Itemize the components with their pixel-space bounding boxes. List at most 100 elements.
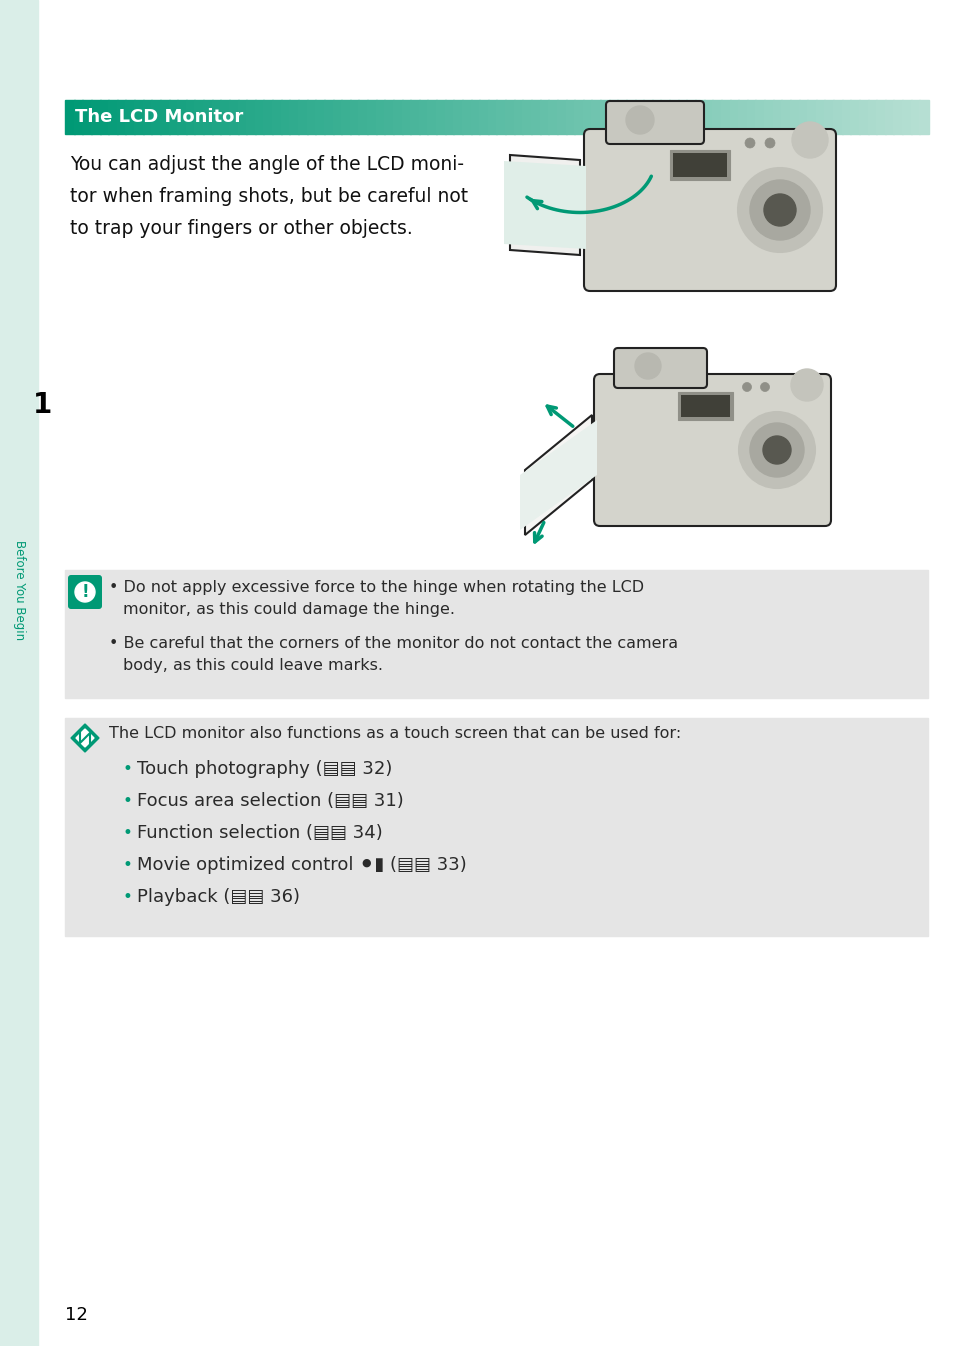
Bar [314,100,325,135]
Text: monitor, as this could damage the hinge.: monitor, as this could damage the hinge. [123,602,455,616]
Circle shape [762,436,790,464]
Polygon shape [510,155,579,254]
FancyBboxPatch shape [614,349,706,388]
Bar [617,100,626,135]
Bar [496,100,506,135]
Bar [91,100,100,135]
Bar [280,100,290,135]
Bar [625,100,635,135]
Bar [229,100,238,135]
Bar [669,149,729,180]
Bar [393,100,402,135]
Text: •: • [123,824,132,843]
Text: Focus area selection (▤▤ 31): Focus area selection (▤▤ 31) [137,791,403,810]
Circle shape [749,180,809,240]
Bar [806,100,816,135]
Bar [73,100,83,135]
Bar [574,100,583,135]
Text: •: • [123,856,132,874]
Circle shape [75,581,95,602]
Circle shape [635,353,660,380]
Bar [642,100,652,135]
Bar [220,100,230,135]
Bar [678,392,732,420]
Bar [116,100,127,135]
Bar [237,100,247,135]
Bar [815,100,824,135]
Bar [297,100,307,135]
Bar [306,100,316,135]
Bar [410,100,419,135]
Bar [677,100,687,135]
Bar [823,100,833,135]
Text: !: ! [81,583,89,602]
Bar [487,100,497,135]
Text: The LCD Monitor: The LCD Monitor [75,108,243,127]
Text: Movie optimized control ⚫▮ (▤▤ 33): Movie optimized control ⚫▮ (▤▤ 33) [137,856,466,874]
Bar [99,100,109,135]
Bar [548,100,558,135]
Bar [263,100,273,135]
Text: 1: 1 [33,390,52,419]
Bar [470,100,479,135]
Text: •: • [123,791,132,810]
Bar [143,100,152,135]
Bar [65,100,74,135]
Bar [539,100,549,135]
Bar [772,100,781,135]
Bar [152,100,161,135]
Bar [436,100,445,135]
Bar [427,100,436,135]
Text: tor when framing shots, but be careful not: tor when framing shots, but be careful n… [70,187,468,206]
Bar [557,100,566,135]
Bar [461,100,471,135]
Polygon shape [71,724,99,752]
Bar [668,100,678,135]
Bar [651,100,660,135]
Bar [333,100,342,135]
Bar [910,100,920,135]
Bar [858,100,867,135]
Bar [672,153,726,178]
Bar [169,100,178,135]
Circle shape [738,168,821,252]
Bar [685,100,696,135]
Bar [875,100,885,135]
Bar [418,100,428,135]
Bar [289,100,298,135]
Circle shape [741,382,751,392]
Bar [841,100,850,135]
Circle shape [763,194,795,226]
Bar [720,100,730,135]
FancyBboxPatch shape [583,129,835,291]
Text: Touch photography (▤▤ 32): Touch photography (▤▤ 32) [137,760,392,778]
Bar [453,100,462,135]
Bar [367,100,376,135]
Circle shape [625,106,654,135]
Bar [65,569,927,699]
Bar [246,100,255,135]
Circle shape [764,139,774,148]
Bar [82,100,91,135]
Bar [444,100,454,135]
Bar [849,100,859,135]
Text: You can adjust the angle of the LCD moni-: You can adjust the angle of the LCD moni… [70,155,463,174]
Bar [582,100,592,135]
Bar [738,100,747,135]
Bar [591,100,600,135]
Text: The LCD monitor also functions as a touch screen that can be used for:: The LCD monitor also functions as a touc… [109,725,680,742]
Circle shape [760,382,769,392]
Bar [186,100,195,135]
Bar [254,100,264,135]
Bar [65,717,927,935]
Bar [884,100,894,135]
Bar [134,100,144,135]
Text: Function selection (▤▤ 34): Function selection (▤▤ 34) [137,824,382,843]
FancyBboxPatch shape [68,575,102,608]
Circle shape [749,423,803,476]
Text: Before You Begin: Before You Begin [12,540,26,641]
Bar [504,100,515,135]
Bar [659,100,669,135]
Bar [375,100,385,135]
Bar [893,100,902,135]
